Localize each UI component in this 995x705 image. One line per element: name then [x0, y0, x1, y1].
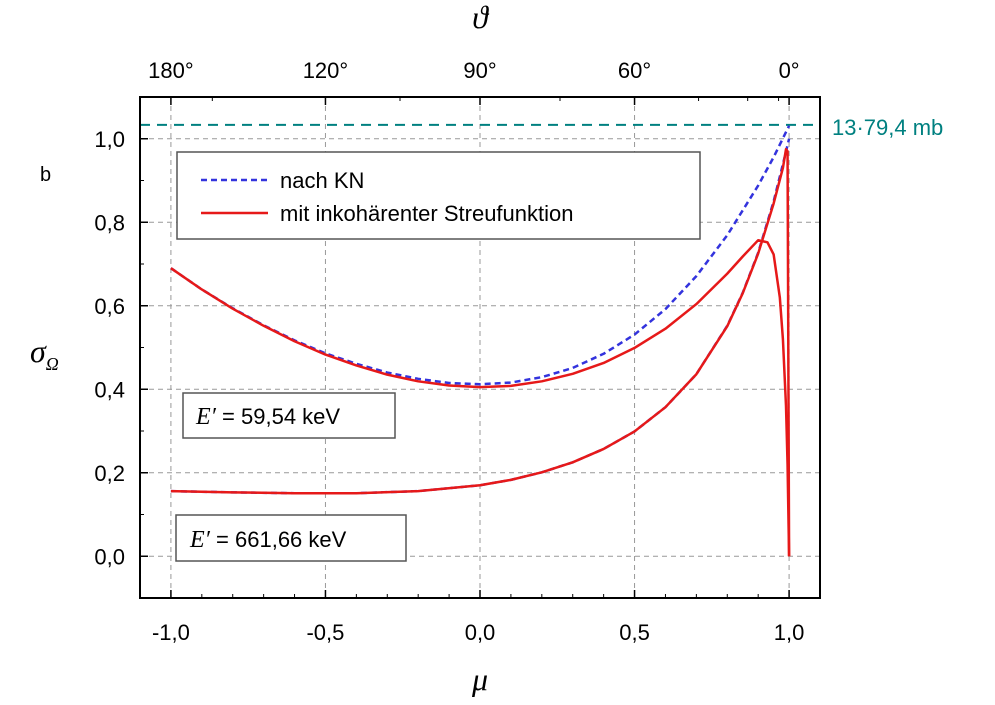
y-unit-label: b	[40, 164, 51, 186]
top-axis-title: ϑ	[472, 0, 490, 35]
y-axis-subscript: Ω	[46, 354, 59, 374]
series-line-3	[170, 147, 791, 557]
y-tick-label-4: 0,8	[94, 210, 125, 235]
series-line-1	[170, 238, 791, 557]
top-tick-label-2: 90°	[463, 58, 496, 83]
x-tick-label-4: 1,0	[774, 620, 805, 645]
top-tick-label-4: 0°	[779, 58, 800, 83]
left-axis-ticks: 0,0 0,2 0,4 0,6 0,8 1,0	[94, 96, 148, 599]
top-tick-label-1: 120°	[303, 58, 349, 83]
annotation-box-661keV	[175, 514, 407, 562]
series-line-0	[170, 125, 791, 386]
y-tick-label-2: 0,4	[94, 377, 125, 402]
y-tick-label-0: 0,0	[94, 544, 125, 569]
y-axis-symbol: σ	[30, 333, 47, 369]
top-tick-label-0: 180°	[148, 58, 194, 83]
legend-label-kn: nach KN	[280, 168, 364, 193]
x-tick-label-1: -0,5	[306, 620, 344, 645]
y-tick-label-1: 0,2	[94, 461, 125, 486]
reference-line-label: 13·79,4 mb	[832, 115, 943, 140]
annotation-text-59keV: E′ = 59,54 keV	[195, 404, 340, 430]
y-axis-title: σΩ	[30, 333, 59, 374]
top-axis-ticks: 180° 120° 90° 60° 0°	[148, 58, 800, 105]
legend: nach KN mit inkohärenter Streufunktion	[176, 151, 701, 240]
legend-label-incoherent: mit inkohärenter Streufunktion	[280, 201, 574, 226]
series-group	[170, 125, 791, 557]
x-tick-label-2: 0,0	[465, 620, 496, 645]
annotation-text-661keV: E′ = 661,66 keV	[189, 527, 347, 553]
annotation-box-59keV	[182, 392, 396, 439]
top-tick-label-3: 60°	[618, 58, 651, 83]
legend-box	[176, 151, 701, 240]
x-axis-title: μ	[471, 661, 488, 697]
bottom-axis-ticks: -1,0 -0,5 0,0 0,5 1,0	[139, 590, 821, 645]
y-tick-label-3: 0,6	[94, 294, 125, 319]
x-tick-label-0: -1,0	[152, 620, 190, 645]
annotation-59keV: E′ = 59,54 keV	[182, 392, 396, 439]
x-tick-label-3: 0,5	[619, 620, 650, 645]
annotation-661keV: E′ = 661,66 keV	[175, 514, 407, 562]
y-tick-label-5: 1,0	[94, 127, 125, 152]
